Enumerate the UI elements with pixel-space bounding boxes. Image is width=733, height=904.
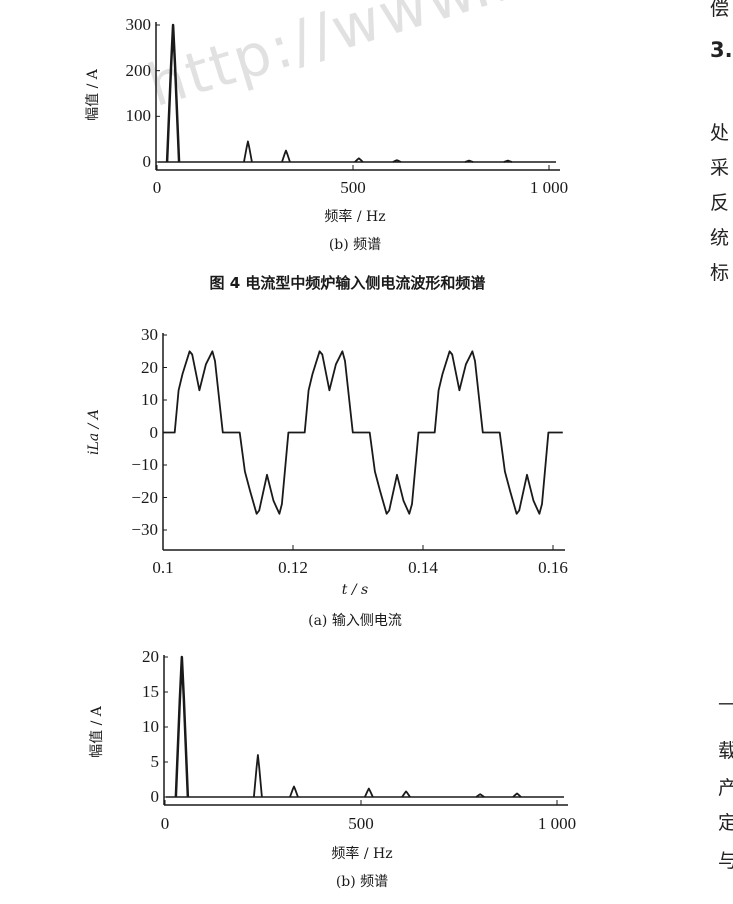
text-fragment: 载 [718, 740, 733, 762]
x-tick-label: 0.14 [408, 558, 438, 577]
chart3-xlabel: 频率 / Hz [331, 846, 393, 862]
spectrum-peak [165, 23, 181, 163]
spectrum-peak [475, 793, 485, 798]
spectrum-peak [503, 159, 513, 163]
chart2-subcaption: (a) 输入侧电流 [308, 613, 402, 629]
chart1-xlabel: 频率 / Hz [324, 209, 386, 225]
y-tick-label: 15 [142, 682, 159, 701]
spectrum-peak [243, 140, 253, 163]
x-tick-label: 1 000 [537, 814, 577, 833]
chart3-subcaption: (b) 频谱 [335, 874, 389, 890]
spectrum-peak [364, 787, 374, 798]
text-fragment: 定 [718, 812, 733, 834]
x-tick-label: 0 [152, 178, 162, 197]
y-tick-label: 200 [125, 60, 152, 80]
text-fragment: 偿 [710, 0, 730, 20]
y-tick-label: 20 [141, 357, 158, 377]
figure4-caption: 图 4 电流型中频炉输入侧电流波形和频谱 [209, 274, 486, 292]
section-number: 3. [710, 38, 733, 62]
spectrum-peak [354, 157, 364, 163]
spectrum-peak [464, 159, 474, 163]
text-fragment: 处 [710, 122, 730, 144]
y-tick-label: 0 [150, 787, 160, 806]
spectrum-peak [174, 655, 190, 798]
y-tick-label: 30 [141, 325, 158, 344]
text-fragment: 采 [710, 157, 730, 179]
text-fragment: 标 [710, 262, 730, 284]
y-tick-label: 5 [150, 752, 160, 771]
y-tick-label: −10 [131, 455, 158, 474]
spectrum-peak [281, 149, 291, 163]
spectrum-peak [401, 790, 411, 798]
x-tick-label: 1 000 [529, 178, 569, 197]
text-fragment: 与 [718, 850, 733, 872]
y-tick-label: 0 [149, 422, 159, 442]
y-tick-label: 10 [141, 390, 158, 409]
spectrum-peak [253, 754, 263, 798]
spectrum-peak [392, 159, 402, 163]
y-tick-label: 20 [142, 647, 159, 666]
x-tick-label: 500 [348, 814, 374, 833]
y-tick-label: −20 [131, 487, 158, 507]
x-tick-label: 0 [160, 814, 170, 833]
text-fragment: 产 [718, 777, 733, 799]
x-tick-label: 500 [340, 178, 366, 197]
x-tick-label: 0.16 [538, 558, 568, 577]
y-tick-label: 100 [125, 106, 152, 126]
y-tick-label: 10 [142, 717, 159, 736]
chart1-subcaption: (b) 频谱 [328, 237, 382, 253]
text-fragment: 反 [710, 192, 730, 214]
chart2-xlabel: t / s [341, 582, 369, 598]
spectrum-peak [512, 792, 522, 798]
x-tick-label: 0.1 [152, 558, 174, 577]
spectrum-peak [289, 785, 299, 798]
y-tick-label: 0 [142, 152, 152, 171]
current-waveform [163, 350, 563, 515]
text-fragment: — [718, 692, 733, 714]
y-tick-label: 300 [125, 15, 152, 34]
text-fragment: 统 [710, 227, 730, 249]
x-tick-label: 0.12 [278, 558, 308, 577]
y-tick-label: −30 [131, 520, 158, 539]
